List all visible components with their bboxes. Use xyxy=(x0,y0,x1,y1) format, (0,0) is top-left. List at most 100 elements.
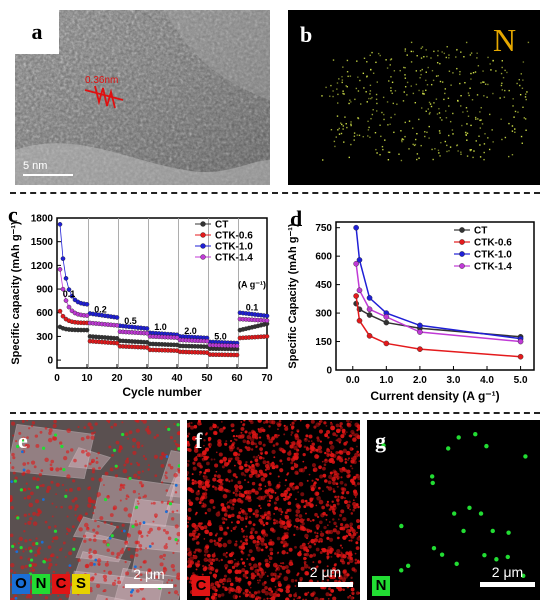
x-tick-label: 20 xyxy=(111,373,123,384)
rate-label: 1.0 xyxy=(154,322,167,332)
data-point-CTK-1.0 xyxy=(63,276,69,281)
n-map-image xyxy=(288,10,540,185)
data-point-CT xyxy=(84,327,90,333)
data-point-CTK-1.0 xyxy=(264,313,270,319)
plot-frame xyxy=(56,217,268,369)
data-point-CTK-1.0 xyxy=(366,295,373,301)
y-tick-label: 1200 xyxy=(31,261,54,272)
data-point-CTK-0.6 xyxy=(144,345,150,350)
y-tick-label: 1800 xyxy=(31,214,54,225)
rate-label: 0.1 xyxy=(63,289,76,299)
data-point-CTK-1.0 xyxy=(84,301,90,307)
legend-o: O xyxy=(12,574,30,594)
y-axis-label: Specific capacity (mAh g⁻¹) xyxy=(10,221,22,365)
tem-image: 0.36nm 5 nm xyxy=(15,10,270,185)
legend-label: CTK-1.4 xyxy=(215,253,253,264)
data-point-CTK-1.4 xyxy=(66,304,72,310)
data-point-CT xyxy=(366,312,373,318)
series-line-CTK-1.4 xyxy=(355,263,521,343)
element-label-n: N xyxy=(493,22,517,58)
y-tick-label: 750 xyxy=(315,223,332,234)
x-tick-label: 70 xyxy=(261,373,273,384)
x-tick-label: 0 xyxy=(54,373,60,384)
x-axis-label: Current density (A g⁻¹) xyxy=(370,389,499,403)
data-point-CTK-1.4 xyxy=(234,343,240,349)
divider-top xyxy=(10,192,540,194)
panel-label-g: g xyxy=(375,428,386,453)
lattice-spacing: 0.36nm xyxy=(85,75,118,86)
data-point-CTK-1.4 xyxy=(366,306,373,313)
y-tick-label: 300 xyxy=(36,332,53,343)
legend-label: CTK-0.6 xyxy=(474,238,512,249)
data-point-CTK-0.6 xyxy=(383,340,390,347)
element-tag-c: C xyxy=(192,576,210,596)
data-point-CTK-1.0 xyxy=(69,293,75,299)
data-point-CTK-0.6 xyxy=(356,317,363,324)
x-tick-label: 0.0 xyxy=(346,375,360,386)
data-point-CTK-1.4 xyxy=(114,323,120,328)
data-point-CTK-1.4 xyxy=(353,260,359,267)
data-point-CTK-0.6 xyxy=(60,313,66,319)
x-tick-label: 10 xyxy=(81,373,93,384)
legend-label: CTK-1.4 xyxy=(474,262,512,273)
panel-label-e: e xyxy=(18,428,28,453)
data-point-CTK-1.4 xyxy=(84,313,90,318)
legend-marker xyxy=(200,254,206,260)
data-point-CT xyxy=(383,319,390,326)
y-tick-label: 150 xyxy=(315,337,332,348)
data-point-CTK-1.0 xyxy=(60,256,66,261)
y-tick-label: 600 xyxy=(315,252,332,263)
legend-marker xyxy=(459,263,465,269)
data-point-CTK-1.0 xyxy=(144,326,150,331)
rate-label: 2.0 xyxy=(184,326,197,336)
scalebar-text: 2 μm xyxy=(133,566,165,582)
panel-label-b: b xyxy=(300,22,313,47)
data-point-CTK-1.4 xyxy=(417,329,423,335)
x-tick-label: 30 xyxy=(141,373,153,384)
data-point-CTK-0.6 xyxy=(264,334,270,339)
plot-frame xyxy=(335,221,535,371)
data-point-CTK-1.0 xyxy=(417,322,423,329)
data-point-CTK-1.0 xyxy=(57,222,63,227)
data-point-CTK-1.4 xyxy=(356,287,363,294)
data-point-CTK-1.0 xyxy=(114,315,120,320)
c-map-image xyxy=(187,420,360,600)
legend-label: CTK-0.6 xyxy=(215,231,253,242)
data-point-CTK-0.6 xyxy=(57,308,63,314)
scalebar-text: 2 μm xyxy=(491,564,524,580)
data-point-CT xyxy=(114,336,120,341)
data-point-CTK-1.4 xyxy=(60,286,66,292)
data-point-CTK-1.4 xyxy=(383,314,390,320)
x-tick-label: 1.0 xyxy=(379,375,393,386)
sem-overlay-image xyxy=(10,420,180,600)
legend-label: CT xyxy=(215,220,228,231)
scalebar-e: 2 μm xyxy=(125,566,173,588)
data-point-CTK-0.6 xyxy=(366,333,373,339)
element-tag-n: N xyxy=(372,576,390,596)
legend-marker xyxy=(459,239,465,245)
panel-label-d: d xyxy=(290,206,303,231)
panel-label-f: f xyxy=(195,428,203,453)
rate-label: 5.0 xyxy=(214,332,227,342)
data-point-CTK-1.4 xyxy=(517,338,524,345)
divider-bottom xyxy=(10,412,540,414)
legend-n: N xyxy=(32,574,50,594)
y-tick-label: 300 xyxy=(315,309,332,320)
x-axis-label: Cycle number xyxy=(122,385,202,399)
scalebar-g: 2 μm xyxy=(480,564,535,587)
rate-label: 0.1 xyxy=(246,302,259,312)
data-point-CTK-0.6 xyxy=(234,352,240,358)
scalebar-f: 2 μm xyxy=(298,564,353,587)
data-point-CTK-1.0 xyxy=(356,257,363,263)
x-tick-label: 50 xyxy=(201,373,213,384)
legend-marker xyxy=(459,227,465,233)
x-tick-label: 60 xyxy=(231,373,243,384)
data-point-CTK-0.6 xyxy=(353,293,359,299)
n-map-image-g xyxy=(367,420,540,600)
data-point-CTK-1.4 xyxy=(174,335,180,340)
legend-marker xyxy=(200,221,206,227)
panel-label-c: c xyxy=(8,202,18,227)
y-axis-label: Specific Capacity (mAh g⁻¹) xyxy=(287,223,299,369)
x-tick-label: 4.0 xyxy=(480,375,494,386)
capacity-vs-current-chart: 0.0 1.0 2.0 3.0 4.0 5.0 0 150 300 450 600 750 Curren… xyxy=(287,221,535,403)
